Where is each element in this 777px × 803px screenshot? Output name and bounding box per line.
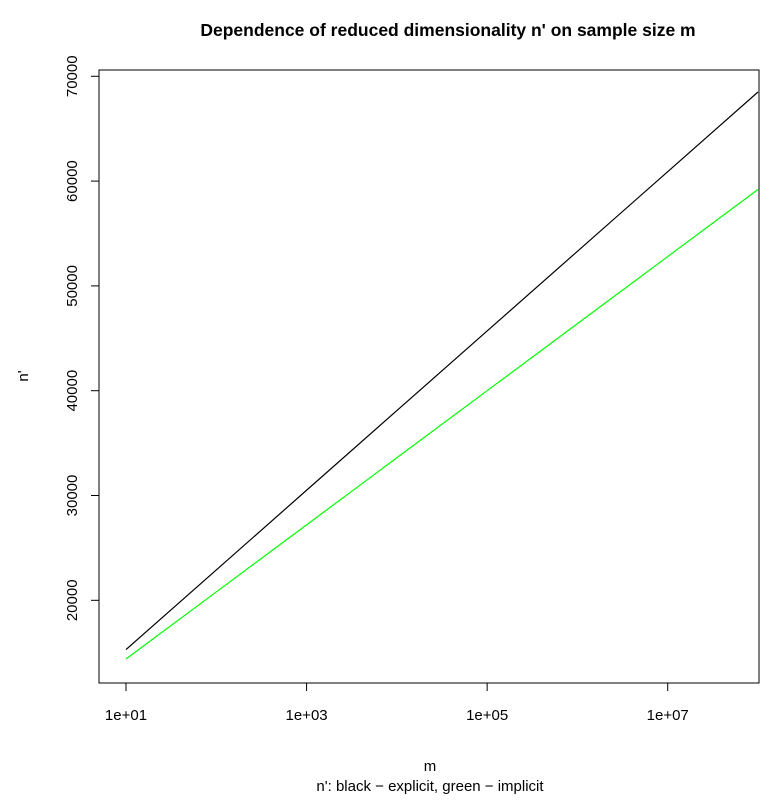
y-tick-label: 20000	[64, 579, 81, 621]
x-axis: 1e+01 1e+03 1e+05 1e+07	[105, 682, 689, 724]
y-tick-label: 30000	[64, 475, 81, 517]
x-tick-label: 1e+01	[105, 707, 147, 724]
y-axis: 20000 30000 40000 50000 60000 70000	[64, 55, 100, 621]
x-tick-label: 1e+05	[466, 707, 508, 724]
series-line-0	[125, 91, 759, 651]
y-axis-label: n'	[15, 370, 32, 381]
chart-title: Dependence of reduced dimensionality n' …	[200, 20, 695, 40]
legend-caption: n': black − explicit, green − implicit	[316, 778, 544, 795]
y-tick-label: 70000	[64, 55, 81, 97]
plot-frame	[98, 69, 760, 684]
x-tick-label: 1e+07	[647, 707, 689, 724]
y-tick-label: 50000	[64, 265, 81, 307]
x-tick-label: 1e+03	[286, 707, 328, 724]
series-layer	[125, 91, 759, 660]
y-tick-label: 40000	[64, 370, 81, 412]
x-axis-label: m	[424, 758, 437, 775]
series-line-1	[125, 188, 759, 660]
y-tick-label: 60000	[64, 160, 81, 202]
